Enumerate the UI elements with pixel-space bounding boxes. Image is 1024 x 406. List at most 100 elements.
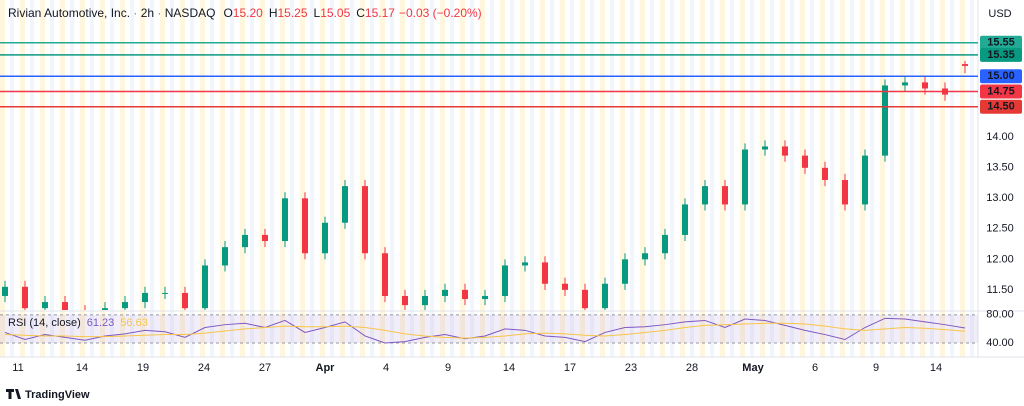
quote-value: 15.25 [278, 6, 308, 20]
candle-body [42, 302, 48, 309]
quote: O15.20 H15.25 L15.05 C15.17 [223, 6, 395, 20]
price-level-label: 14.50 [987, 101, 1015, 113]
candle-body [342, 186, 348, 223]
y-tick-label: 13.50 [986, 162, 1014, 174]
x-tick-label: 19 [137, 362, 149, 374]
candle-body [902, 82, 908, 86]
rsi-ma-value: 56.63 [120, 317, 148, 329]
candle-body [322, 222, 328, 254]
x-tick-label: Apr [316, 362, 336, 374]
candle-body [162, 292, 168, 294]
y-tick-label: 11.50 [987, 284, 1014, 296]
y-tick-label: 14.00 [986, 131, 1014, 143]
rsi-value: 61.23 [87, 317, 115, 329]
interval: 2h [141, 6, 154, 20]
rsi-band [0, 314, 978, 344]
candle-body [202, 265, 208, 309]
x-tick-label: 6 [812, 362, 818, 374]
price-level-tag [980, 47, 1022, 62]
overlay: 11.50 12.00 12.50 13.00 13.50 14.00 11 14 19 24 27… [0, 35, 1022, 374]
chart-header: Rivian Automotive, Inc. · 2h · NASDAQ O15… [8, 6, 482, 20]
rsi-tick-label: 40.00 [986, 337, 1014, 349]
candle-body [602, 283, 608, 309]
quote-value: 15.05 [320, 6, 350, 20]
candle-body [762, 146, 768, 150]
price-level-tag [980, 69, 1022, 84]
candle-body [522, 262, 528, 266]
logo: TradingView [6, 389, 90, 401]
candle-body [382, 253, 388, 296]
price-level-label: 15.55 [987, 37, 1015, 49]
quote-value: 15.20 [233, 6, 263, 20]
x-tick-label: 9 [445, 362, 451, 374]
candle-body [262, 234, 268, 242]
candle-body [882, 85, 888, 156]
candle-body [462, 289, 468, 300]
candle-body [782, 146, 788, 156]
price-pane [2, 61, 968, 310]
candle-body [582, 289, 588, 309]
quote-value: 15.17 [365, 6, 395, 20]
price-level-label: 14.75 [987, 85, 1015, 97]
candle-body [622, 259, 628, 284]
x-tick-label: 9 [873, 362, 879, 374]
rsi-ma-line [4, 322, 966, 339]
quote-label: C [356, 6, 365, 20]
candle-body [542, 262, 548, 284]
candle-body [962, 64, 968, 66]
candle-body [422, 295, 428, 306]
x-tick-label: 14 [930, 362, 942, 374]
session-shading [0, 0, 978, 357]
quote-label: L [314, 6, 321, 20]
candle-body [242, 234, 248, 248]
y-tick-label: 12.50 [986, 223, 1014, 235]
x-tick-label: 14 [76, 362, 88, 374]
candle-body [682, 204, 688, 235]
candle-body [702, 186, 708, 205]
candle-body [862, 155, 868, 205]
change: −0.03 (−0.20%) [399, 6, 482, 20]
candle-body [842, 180, 848, 205]
x-tick-label: 11 [12, 362, 23, 374]
price-level-label: 15.35 [987, 49, 1015, 61]
price-level-tag [980, 35, 1022, 50]
rsi-name: RSI (14, close) [8, 317, 81, 329]
quote-label: O [223, 6, 232, 20]
x-tick-label: 24 [198, 362, 210, 374]
candle-body [22, 286, 28, 309]
x-tick-label: 14 [503, 362, 515, 374]
x-tick-label: 23 [625, 362, 637, 374]
candle-body [922, 82, 928, 89]
currency[interactable]: USD [988, 8, 1011, 20]
candle-body [142, 292, 148, 303]
rsi-tick-label: 80.00 [986, 309, 1014, 321]
candle-body [222, 247, 228, 266]
sep: · [130, 6, 141, 20]
x-tick-label: 17 [564, 362, 576, 374]
candle-body [182, 292, 188, 309]
candle-body [2, 286, 8, 296]
candle-body [742, 149, 748, 205]
candle-body [362, 186, 368, 254]
y-tick-label: 12.00 [986, 253, 1014, 265]
x-tick-label: 4 [383, 362, 389, 374]
candle-body [662, 234, 668, 254]
sep: · [154, 6, 165, 20]
candle-body [722, 186, 728, 205]
exchange: NASDAQ [165, 6, 216, 20]
brand: TradingView [25, 389, 90, 401]
candle-body [402, 295, 408, 306]
candle-body [102, 308, 108, 310]
price-level-tag [980, 84, 1022, 99]
candle-body [502, 265, 508, 296]
candle-body [822, 167, 828, 181]
candle-body [442, 289, 448, 296]
rsi-pane [0, 314, 978, 344]
candle-body [802, 155, 808, 168]
candle-body [122, 302, 128, 309]
quote-label: H [269, 6, 278, 20]
candle-body [62, 302, 68, 310]
rsi-line [4, 317, 966, 344]
candle-body [282, 198, 288, 242]
